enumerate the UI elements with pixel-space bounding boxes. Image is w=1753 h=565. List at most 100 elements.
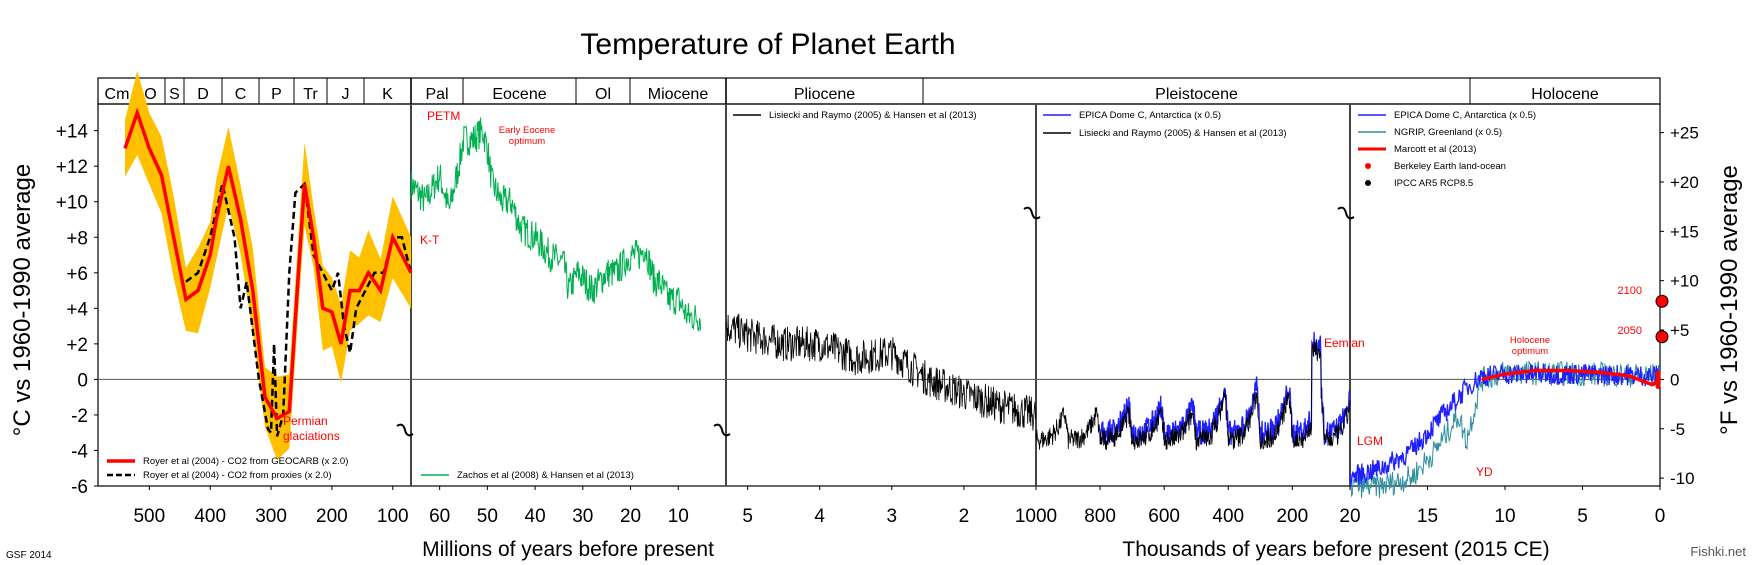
legend-panel4-label: EPICA Dome C, Antarctica (x 0.5) bbox=[1079, 110, 1221, 121]
period-label-ol: Ol bbox=[595, 86, 611, 103]
annotation-eemian: Eemian bbox=[1324, 336, 1365, 350]
x-tick-label: 2 bbox=[959, 506, 970, 527]
annotation-2100: 2100 bbox=[1618, 285, 1642, 297]
y-tick-left-label: -4 bbox=[71, 441, 88, 462]
watermark-text: Fishki.net bbox=[1690, 544, 1746, 559]
legend-panel5-swatch bbox=[1365, 163, 1371, 169]
x-tick-label: 20 bbox=[1339, 506, 1360, 527]
legend-panel2-label: Zachos et al (2008) & Hansen et al (2013… bbox=[457, 470, 634, 481]
legend-panel1-label: Royer et al (2004) - CO2 from GEOCARB (x… bbox=[143, 456, 348, 467]
y-tick-right-label: +10 bbox=[1670, 272, 1699, 291]
x-tick-label: 400 bbox=[1212, 506, 1244, 527]
period-label-pliocene: Pliocene bbox=[794, 86, 855, 103]
legend-panel4-label: Lisiecki and Raymo (2005) & Hansen et al… bbox=[1079, 128, 1287, 139]
y-tick-left-label: +8 bbox=[66, 228, 88, 249]
series-lisiecki-pliocene bbox=[725, 313, 1037, 431]
x-tick-label: 300 bbox=[255, 506, 287, 527]
series-marcott bbox=[1481, 368, 1661, 387]
x-tick-label: 0 bbox=[1655, 506, 1666, 527]
annotation-early-eocene-line-1: Early Eocene bbox=[499, 125, 556, 136]
period-label-c: C bbox=[235, 86, 247, 103]
period-label-p: P bbox=[271, 86, 282, 103]
annotation-kt: K-T bbox=[420, 233, 440, 247]
uncertainty-band bbox=[125, 70, 411, 461]
scale-break-icon bbox=[396, 423, 414, 437]
y-tick-left-label: 0 bbox=[77, 370, 88, 391]
x-axis-ticks: 500 400 300 200 100 60 50 40 30 20 10 5 4 3 2 1000 800 60… bbox=[133, 486, 1665, 527]
legend-panel5-label: Berkeley Earth land-ocean bbox=[1394, 161, 1506, 172]
x-tick-label: 400 bbox=[194, 506, 226, 527]
x-tick-label: 4 bbox=[814, 506, 825, 527]
period-label-cm: Cm bbox=[105, 86, 130, 103]
x-tick-label: 100 bbox=[377, 506, 409, 527]
x-tick-label: 15 bbox=[1417, 506, 1438, 527]
x-tick-label: 60 bbox=[429, 506, 450, 527]
period-label-o: O bbox=[144, 86, 156, 103]
x-tick-label: 40 bbox=[525, 506, 546, 527]
y-tick-left-label: +4 bbox=[66, 299, 88, 320]
annotation-2050: 2050 bbox=[1618, 325, 1642, 337]
y-tick-left-label: -2 bbox=[71, 406, 88, 427]
annotation-petm: PETM bbox=[427, 109, 460, 123]
y-tick-right-label: 0 bbox=[1670, 370, 1679, 389]
header-frame bbox=[97, 77, 1661, 105]
x-tick-label: 30 bbox=[572, 506, 593, 527]
x-tick-label: 5 bbox=[1577, 506, 1588, 527]
period-label-d: D bbox=[197, 86, 209, 103]
berkeley-dot bbox=[1655, 370, 1661, 376]
period-label-j: J bbox=[342, 86, 350, 103]
y-tick-left-label: +2 bbox=[66, 335, 88, 356]
legend-panel5-label: IPCC AR5 RCP8.5 bbox=[1394, 178, 1473, 189]
x-tick-label: 600 bbox=[1148, 506, 1180, 527]
period-label-tr: Tr bbox=[303, 86, 318, 103]
plot-area bbox=[97, 70, 1669, 499]
ipcc-marker-2050 bbox=[1655, 330, 1669, 344]
x-tick-label: 10 bbox=[1494, 506, 1515, 527]
y-axis-left-ticks: +14 +12 +10 +8 +6 +4 +2 0 -2 -4 -6 bbox=[56, 122, 98, 498]
x-axis-label-millions: Millions of years before present bbox=[422, 538, 714, 561]
period-label-eocene: Eocene bbox=[492, 86, 546, 103]
x-tick-label: 10 bbox=[668, 506, 689, 527]
y-tick-right-label: -5 bbox=[1670, 420, 1685, 439]
period-label-pleistocene: Pleistocene bbox=[1155, 86, 1238, 103]
period-label-k: K bbox=[382, 86, 393, 103]
y-tick-right-label: +20 bbox=[1670, 173, 1699, 192]
annotation-early-eocene-line-2: optimum bbox=[509, 136, 546, 147]
y-tick-left-label: -6 bbox=[71, 477, 88, 498]
y-tick-left-label: +14 bbox=[56, 122, 89, 143]
annotation-holocene-optimum-line-1: Holocene bbox=[1510, 335, 1550, 346]
legend-area: Royer et al (2004) - CO2 from GEOCARB (x… bbox=[107, 110, 1536, 481]
y-axis-right-label: °F vs 1960-1990 average bbox=[1716, 165, 1743, 435]
y-tick-right-label: +25 bbox=[1670, 124, 1699, 143]
period-label-holocene: Holocene bbox=[1531, 86, 1599, 103]
plot-frame bbox=[97, 103, 1661, 487]
legend-panel3-label: Lisiecki and Raymo (2005) & Hansen et al… bbox=[769, 110, 977, 121]
annotation-permian-line-2: glaciations bbox=[283, 429, 340, 443]
x-tick-label: 200 bbox=[1276, 506, 1308, 527]
series-lisiecki-pleistocene bbox=[1035, 340, 1351, 451]
y-tick-left-label: +6 bbox=[66, 264, 88, 285]
legend-panel5-label: NGRIP, Greenland (x 0.5) bbox=[1394, 127, 1502, 138]
legend-panel1-label: Royer et al (2004) - CO2 from proxies (x… bbox=[143, 470, 331, 481]
annotation-permian-line-1: Permian bbox=[283, 414, 328, 428]
legend-panel5-swatch bbox=[1365, 180, 1371, 186]
chart-title: Temperature of Planet Earth bbox=[580, 28, 955, 61]
period-label-miocene: Miocene bbox=[648, 86, 709, 103]
x-tick-label: 500 bbox=[133, 506, 165, 527]
x-axis-label-thousands: Thousands of years before present (2015 … bbox=[1122, 538, 1549, 561]
legend-panel5-label: Marcott et al (2013) bbox=[1394, 144, 1476, 155]
ipcc-marker-2100 bbox=[1655, 294, 1669, 308]
y-tick-right-label: -10 bbox=[1670, 469, 1695, 488]
series-zachos bbox=[410, 117, 702, 332]
period-label-s: S bbox=[169, 86, 180, 103]
scale-break-icon bbox=[713, 423, 731, 437]
x-tick-label: 200 bbox=[316, 506, 348, 527]
scale-break-icon bbox=[1023, 206, 1041, 220]
x-tick-label: 1000 bbox=[1015, 506, 1057, 527]
x-tick-label: 5 bbox=[742, 506, 753, 527]
y-tick-right-label: +15 bbox=[1670, 222, 1699, 241]
annotation-yd: YD bbox=[1476, 465, 1493, 479]
y-axis-left-label: °C vs 1960-1990 average bbox=[9, 164, 36, 436]
